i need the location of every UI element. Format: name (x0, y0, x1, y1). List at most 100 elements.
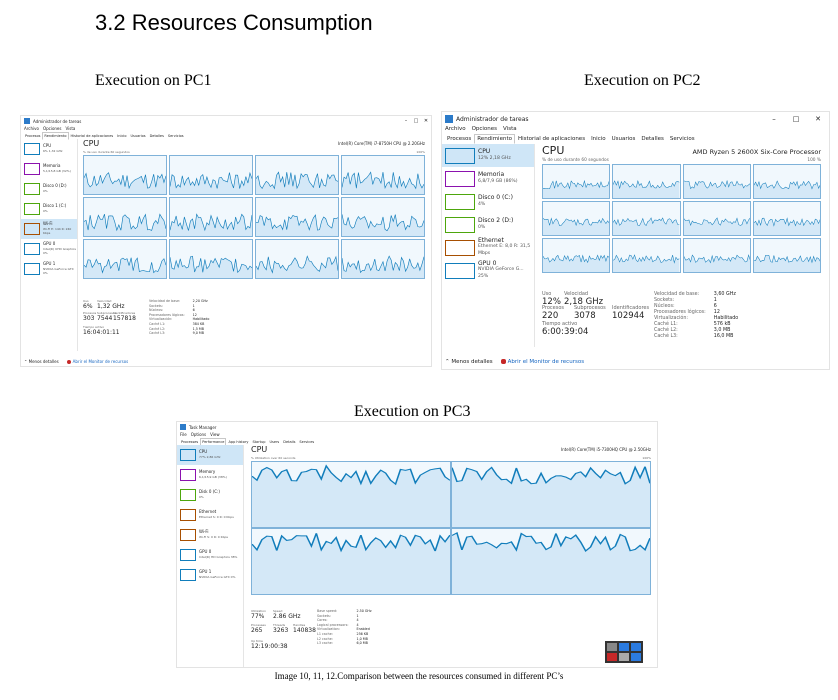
menu-options[interactable]: Opciones (42, 126, 62, 131)
maximize-icon[interactable]: □ (413, 118, 419, 124)
sidebar-item[interactable]: Memoria 5,1/15,8 GB (32%) (21, 159, 77, 179)
tab-details[interactable]: Detalles (149, 134, 164, 138)
resource-monitor-link[interactable]: Abrir el Monitor de recursos (500, 359, 584, 365)
tab-processes[interactable]: Procesos (25, 134, 41, 138)
tab-details[interactable]: Detalles (641, 136, 664, 142)
core-usage-plot (170, 213, 252, 236)
sidebar-item-label: Wi-Fi (43, 221, 53, 227)
sidebar-item[interactable]: Disco 2 (D:) 0% (442, 213, 534, 236)
menu-file[interactable]: Archivo (24, 126, 39, 131)
stat-item: Identificadores 157818 (113, 311, 136, 322)
spec-value: 1 (192, 303, 195, 308)
tray-icon[interactable] (631, 643, 641, 651)
tab-services[interactable]: Servicios (167, 134, 184, 138)
minimize-icon[interactable]: – (404, 118, 408, 124)
tab-processes[interactable]: Procesos (447, 136, 472, 142)
stat-value: 12% (542, 297, 561, 307)
tab-users[interactable]: Usuarios (611, 136, 636, 142)
minimize-icon[interactable]: – (772, 115, 776, 123)
sidebar-item[interactable]: GPU 0 Intel(R) UHD Graphics 0% (21, 239, 77, 259)
sidebar-item[interactable]: GPU 0 Intel(R) HD Graphics 38% (177, 545, 243, 565)
sidebar-item[interactable]: GPU 1 NVIDIA GeForce GTX 0% (21, 259, 77, 279)
menu-bar: Archivo Opciones Vista (24, 126, 75, 131)
stat-item: Identificadores 102944 (612, 305, 649, 321)
stat-label: Subprocesos (574, 305, 606, 311)
sidebar-thumbnail-graph (24, 243, 40, 255)
sidebar-item[interactable]: Wi-Fi Wi-Fi E: 144 R: 240 Kbps (21, 219, 77, 239)
sidebar-item-value: Wi-Fi E: 144 R: 240 Kbps (43, 226, 72, 236)
core-usage-area (342, 214, 424, 236)
sidebar-item[interactable]: Ethernet Ethernet E: 8,0 R: 31,5 Mbps (442, 236, 534, 259)
stat-value: 220 (542, 311, 559, 321)
sidebar-item[interactable]: GPU 0 NVIDIA GeForce G... 25% (442, 259, 534, 282)
fewer-details-link[interactable]: ⌃ Menos detalles (445, 359, 493, 365)
tab-performance[interactable]: Rendimiento (474, 134, 515, 144)
sidebar-item[interactable]: CPU 77% 2,86 GHz (177, 445, 243, 465)
cpu-panel: CPU Intel(R) Core(TM) i7-8750H CPU @ 2.2… (83, 139, 425, 351)
stat-label: Handles (293, 623, 306, 627)
menu-file[interactable]: Archivo (445, 126, 466, 132)
tray-icon[interactable] (607, 653, 617, 661)
pc3-task-manager-window: Task Manager File Options View Processes… (176, 421, 658, 668)
sidebar-item-value: 0% (199, 495, 204, 499)
tab-startup[interactable]: Inicio (117, 134, 127, 138)
tab-app-history[interactable]: Historial de aplicaciones (70, 134, 114, 138)
core-usage-area (452, 466, 650, 527)
fewer-details-link[interactable]: ⌃ Menos detalles (24, 359, 59, 364)
tab-app-history[interactable]: App history (228, 440, 249, 444)
cpu-title: CPU (83, 139, 100, 148)
maximize-icon[interactable]: □ (792, 115, 800, 123)
sidebar-item-value: 0% (43, 209, 48, 213)
tray-icon[interactable] (631, 653, 641, 661)
sidebar-item[interactable]: Ethernet Ethernet S: 0 R: 0 Kbps (177, 505, 243, 525)
sidebar-item[interactable]: GPU 1 NVIDIA GeForce GTX 0% (177, 565, 243, 585)
sidebar-item[interactable]: Disco 0 (C:) 4% (442, 190, 534, 213)
resource-monitor-link[interactable]: Abrir el Monitor de recursos (66, 359, 128, 364)
close-icon[interactable]: ✕ (423, 118, 429, 124)
spec-label: Virtualization: (317, 627, 340, 632)
tab-startup[interactable]: Inicio (591, 136, 606, 142)
spec-label: Virtualización: (149, 317, 173, 322)
sidebar-item[interactable]: Disco 0 (D:) 0% (21, 179, 77, 199)
spec-value: 12 (713, 310, 720, 315)
sidebar-item-label: Disco 0 (C:) (478, 194, 513, 202)
core-usage-area (683, 217, 750, 235)
sidebar-item[interactable]: Memory 6,1/15,9 GB (38%) (177, 465, 243, 485)
spec-value: 6 (713, 304, 717, 309)
tray-icon[interactable] (619, 643, 629, 651)
menu-view[interactable]: Vista (503, 126, 517, 132)
tray-icon[interactable] (607, 643, 617, 651)
close-icon[interactable]: ✕ (815, 115, 821, 123)
sidebar-item-label: Disco 1 (C:) (43, 203, 67, 209)
tab-app-history[interactable]: Historial de aplicaciones (517, 136, 586, 142)
tab-performance[interactable]: Rendimiento (42, 132, 69, 140)
sidebar-item[interactable]: Memoria 6,8/7,9 GB (86%) (442, 167, 534, 190)
stat-item: Tiempo activo 16:04:01:11 (83, 325, 120, 336)
pc1-task-manager-window: Administrador de tareas – □ ✕ Archivo Op… (20, 115, 432, 367)
menu-options[interactable]: Options (190, 432, 207, 437)
sidebar-item-text: Ethernet Ethernet E: 8,0 R: 31,5 Mbps (478, 237, 534, 257)
core-usage-graph (682, 201, 751, 236)
sidebar-item-label: Wi-Fi (199, 529, 209, 535)
tab-services[interactable]: Servicios (669, 136, 695, 142)
menu-view[interactable]: Vista (65, 126, 76, 131)
sidebar-item[interactable]: CPU 6% 1,32 GHz (21, 139, 77, 159)
tab-startup[interactable]: Startup (252, 440, 266, 444)
sidebar-item-label: GPU 0 (43, 241, 56, 247)
sidebar-thumbnail-graph (445, 262, 475, 279)
sidebar-item[interactable]: Disk 0 (C:) 0% (177, 485, 243, 505)
tab-users[interactable]: Users (269, 440, 280, 444)
menu-file[interactable]: File (180, 432, 187, 437)
menu-view[interactable]: View (210, 432, 220, 437)
menu-options[interactable]: Opciones (471, 126, 498, 132)
sidebar-item[interactable]: CPU 12% 2,18 GHz (442, 144, 534, 167)
tab-processes[interactable]: Processes (181, 440, 199, 444)
core-usage-area (84, 214, 166, 236)
core-usage-line (84, 213, 166, 232)
sidebar-item[interactable]: Disco 1 (C:) 0% (21, 199, 77, 219)
tab-users[interactable]: Usuarios (130, 134, 146, 138)
tab-services[interactable]: Services (299, 440, 315, 444)
tab-details[interactable]: Details (283, 440, 296, 444)
tray-icon[interactable] (619, 653, 629, 661)
sidebar-item[interactable]: Wi-Fi Wi-Fi S: 0 R: 0 Kbps (177, 525, 243, 545)
